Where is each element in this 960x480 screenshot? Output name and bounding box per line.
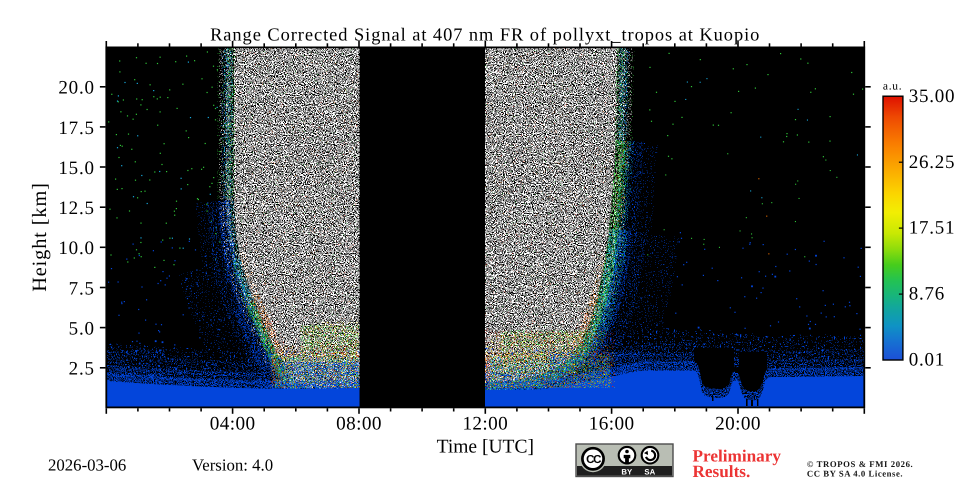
svg-text:Height [km]: Height [km] [29, 182, 51, 292]
svg-text:17.51: 17.51 [909, 218, 956, 239]
svg-text:12.5: 12.5 [58, 198, 94, 219]
svg-text:BY: BY [621, 468, 633, 477]
svg-text:Version: 4.0: Version: 4.0 [192, 456, 273, 475]
svg-text:2026-03-06: 2026-03-06 [48, 456, 126, 475]
svg-text:17.5: 17.5 [58, 118, 94, 139]
svg-text:10.0: 10.0 [58, 238, 94, 259]
svg-text:12:00: 12:00 [462, 414, 508, 435]
svg-text:26.25: 26.25 [909, 152, 956, 173]
svg-text:15.0: 15.0 [58, 158, 94, 179]
svg-text:35.00: 35.00 [909, 86, 956, 107]
svg-text:0.01: 0.01 [909, 350, 945, 371]
svg-text:04:00: 04:00 [210, 414, 256, 435]
svg-text:CC: CC [586, 454, 601, 466]
svg-text:a.u.: a.u. [883, 80, 902, 92]
svg-text:08:00: 08:00 [336, 414, 382, 435]
svg-text:7.5: 7.5 [69, 278, 95, 299]
svg-text:© TROPOS & FMI 2026.: © TROPOS & FMI 2026. [807, 459, 913, 469]
svg-text:2.5: 2.5 [69, 359, 95, 380]
svg-text:Preliminary: Preliminary [693, 446, 782, 465]
svg-text:Range Corrected Signal at 407: Range Corrected Signal at 407 nm FR of p… [210, 24, 760, 44]
svg-text:20.0: 20.0 [58, 78, 94, 99]
svg-text:Time [UTC]: Time [UTC] [437, 436, 534, 457]
svg-text:SA: SA [644, 468, 655, 477]
svg-text:8.76: 8.76 [909, 284, 945, 305]
svg-text:20:00: 20:00 [715, 414, 761, 435]
svg-text:5.0: 5.0 [69, 319, 95, 340]
svg-text:16:00: 16:00 [589, 414, 635, 435]
svg-text:CC BY SA 4.0 License.: CC BY SA 4.0 License. [807, 468, 903, 478]
svg-text:Results.: Results. [693, 462, 751, 480]
